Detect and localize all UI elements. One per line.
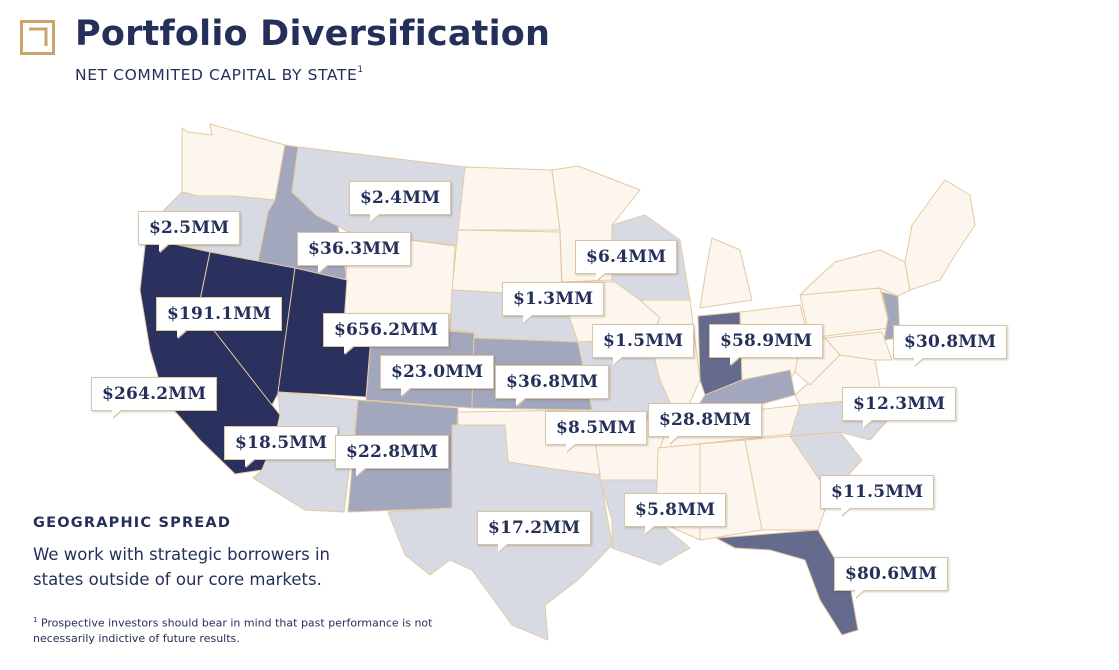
state-georgia — [744, 435, 831, 531]
callout-washington: $2.5MM — [138, 211, 241, 245]
state-new-england — [904, 179, 976, 291]
callout-florida: $80.6MM — [834, 557, 949, 591]
callout-kentucky: $28.8MM — [648, 403, 763, 437]
callout-texas: $17.2MM — [477, 511, 592, 545]
callout-california: $264.2MM — [91, 377, 218, 411]
callout-new-mexico: $22.8MM — [335, 435, 450, 469]
state-north-dakota — [457, 166, 561, 231]
state-washington — [181, 123, 286, 201]
callout-indiana: $58.9MM — [709, 324, 824, 358]
callout-kansas: $36.8MM — [495, 365, 610, 399]
callout-iowa: $1.5MM — [592, 324, 695, 358]
callout-nebraska: $1.3MM — [502, 282, 605, 316]
state-new-york — [799, 249, 911, 297]
callout-idaho: $36.3MM — [297, 232, 412, 266]
callout-nevada: $191.1MM — [156, 297, 283, 331]
state-michigan — [699, 237, 753, 309]
state-maryland-delaware — [824, 331, 893, 361]
callout-colorado: $23.0MM — [380, 355, 495, 389]
callout-utah: $656.2MM — [323, 313, 450, 347]
geographic-spread-heading: GEOGRAPHIC SPREAD — [33, 515, 232, 531]
callout-arizona: $18.5MM — [224, 426, 339, 460]
callout-new-jersey: $30.8MM — [893, 325, 1008, 359]
callout-louisiana: $5.8MM — [624, 493, 727, 527]
callout-south-carolina: $11.5MM — [820, 475, 935, 509]
callout-wisconsin: $6.4MM — [575, 240, 678, 274]
callout-missouri: $8.5MM — [545, 411, 648, 445]
callout-north-carolina: $12.3MM — [842, 387, 957, 421]
geographic-spread-text: We work with strategic borrowers in stat… — [33, 545, 331, 589]
page-title: Portfolio Diversification — [75, 14, 551, 54]
footnote: 1 Prospective investors should bear in m… — [33, 616, 433, 645]
logo-icon — [20, 20, 55, 55]
page-subtitle: NET COMMITED CAPITAL BY STATE1 — [75, 65, 364, 84]
callout-montana: $2.4MM — [349, 181, 452, 215]
